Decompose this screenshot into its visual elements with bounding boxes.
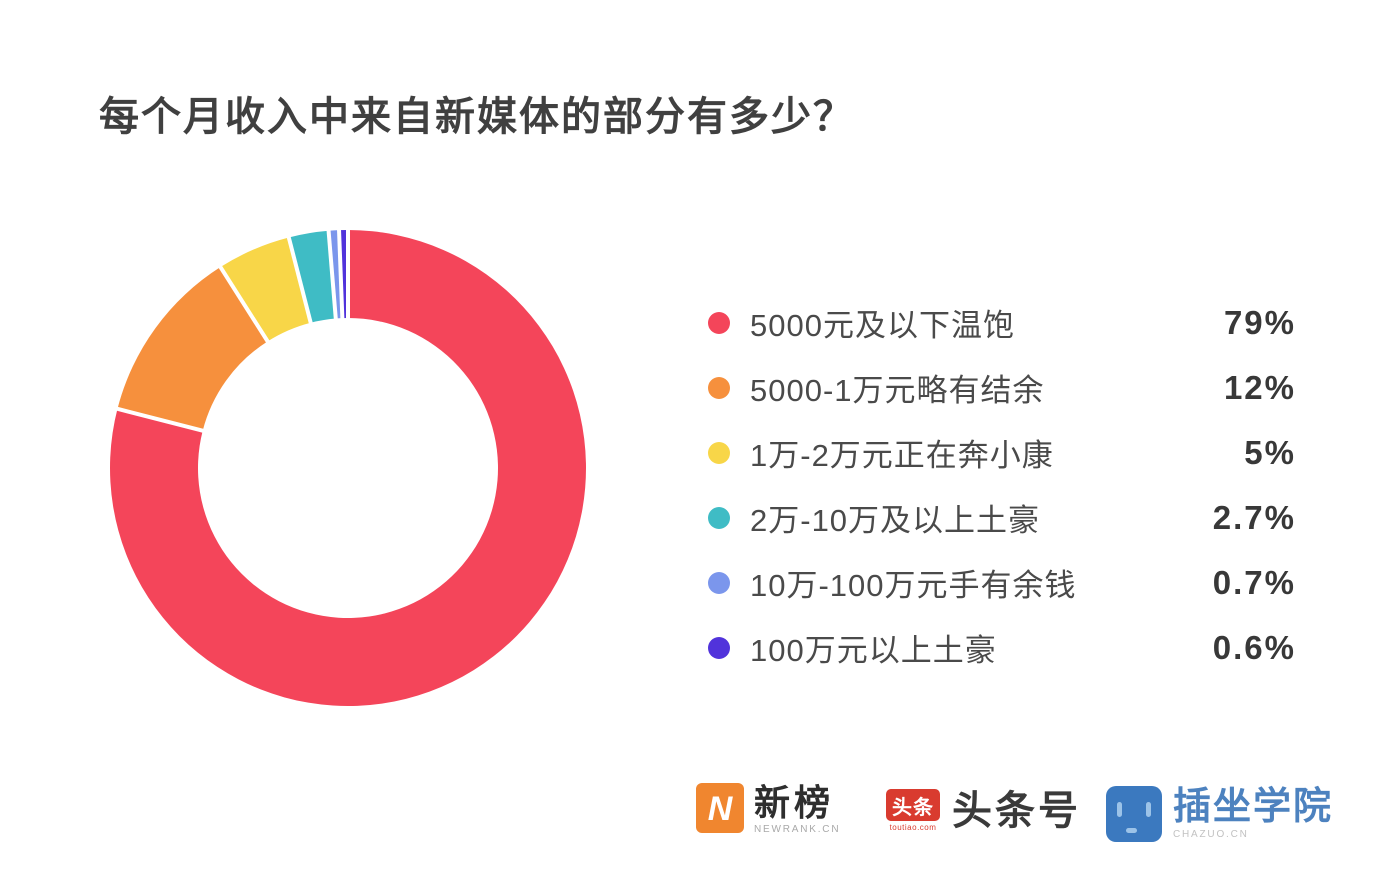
toutiao-badge-icon: 头条: [886, 789, 940, 821]
legend-dot-icon: [708, 441, 730, 464]
legend-dot-icon: [708, 376, 730, 399]
toutiao-url: toutiao.com: [889, 823, 937, 832]
slice-gap-line: [114, 406, 207, 434]
donut-chart: [110, 227, 587, 706]
robot-eye-right: [1146, 802, 1151, 817]
legend-item: 100万元以上土豪 0.6%: [708, 615, 1296, 680]
donut-slice-3: [288, 230, 336, 323]
donut-slice-0: [110, 230, 587, 706]
newrank-name: 新榜: [754, 782, 835, 823]
legend-dot-icon: [708, 311, 730, 334]
toutiao-name: 头条号: [952, 789, 1081, 833]
robot-mouth: [1126, 828, 1137, 833]
newrank-logo: N 新榜 NEWRANK.CN: [696, 783, 840, 835]
slice-gap-line: [286, 234, 314, 327]
slice-gap-line: [217, 263, 271, 345]
legend-label: 5000元及以下温饱: [750, 308, 1015, 343]
chazuo-name: 插坐学院: [1173, 786, 1334, 828]
legend-value: 2.7%: [1212, 498, 1296, 536]
slice-gap-line: [336, 227, 345, 322]
legend-label: 10万-100万元手有余钱: [750, 568, 1077, 603]
legend-item: 5000-1万元略有结余 12%: [708, 355, 1296, 420]
donut-slice-1: [117, 267, 268, 431]
legend-dot-icon: [708, 506, 730, 529]
legend-item: 5000元及以下温饱 79%: [708, 290, 1296, 355]
legend-label: 2万-10万及以上土豪: [750, 503, 1041, 538]
svg-text:N: N: [708, 790, 734, 828]
legend-label: 1万-2万元正在奔小康: [750, 438, 1054, 473]
legend-value: 12%: [1223, 368, 1296, 406]
legend-item: 1万-2万元正在奔小康 5%: [708, 420, 1296, 485]
newrank-lightning-n-icon: N: [696, 783, 744, 833]
legend-label: 100万元以上土豪: [750, 633, 997, 668]
legend-value: 0.6%: [1212, 628, 1296, 666]
chazuo-url: CHAZUO.CN: [1173, 829, 1249, 840]
slice-gap-line: [326, 227, 339, 322]
donut-slice-2: [220, 237, 311, 342]
legend-label: 5000-1万元略有结余: [750, 373, 1045, 408]
legend-dot-icon: [708, 636, 730, 659]
legend-value: 79%: [1223, 303, 1296, 341]
chazuo-robot-face-icon: [1106, 786, 1162, 842]
legend-dot-icon: [708, 571, 730, 594]
robot-eye-left: [1117, 802, 1122, 817]
chazuo-logo: 插坐学院 CHAZUO.CN: [1106, 786, 1333, 842]
legend-value: 0.7%: [1212, 563, 1296, 601]
legend-value: 5%: [1244, 433, 1296, 471]
chart-legend: 5000元及以下温饱 79% 5000-1万元略有结余 12% 1万-2万元正在奔小康 5…: [708, 290, 1296, 680]
legend-item: 2万-10万及以上土豪 2.7%: [708, 485, 1296, 550]
toutiao-logo: 头条 toutiao.com 头条号: [886, 789, 1081, 833]
newrank-url: NEWRANK.CN: [754, 824, 841, 835]
page-title: 每个月收入中来自新媒体的部分有多少？: [99, 95, 855, 139]
legend-item: 10万-100万元手有余钱 0.7%: [708, 550, 1296, 615]
